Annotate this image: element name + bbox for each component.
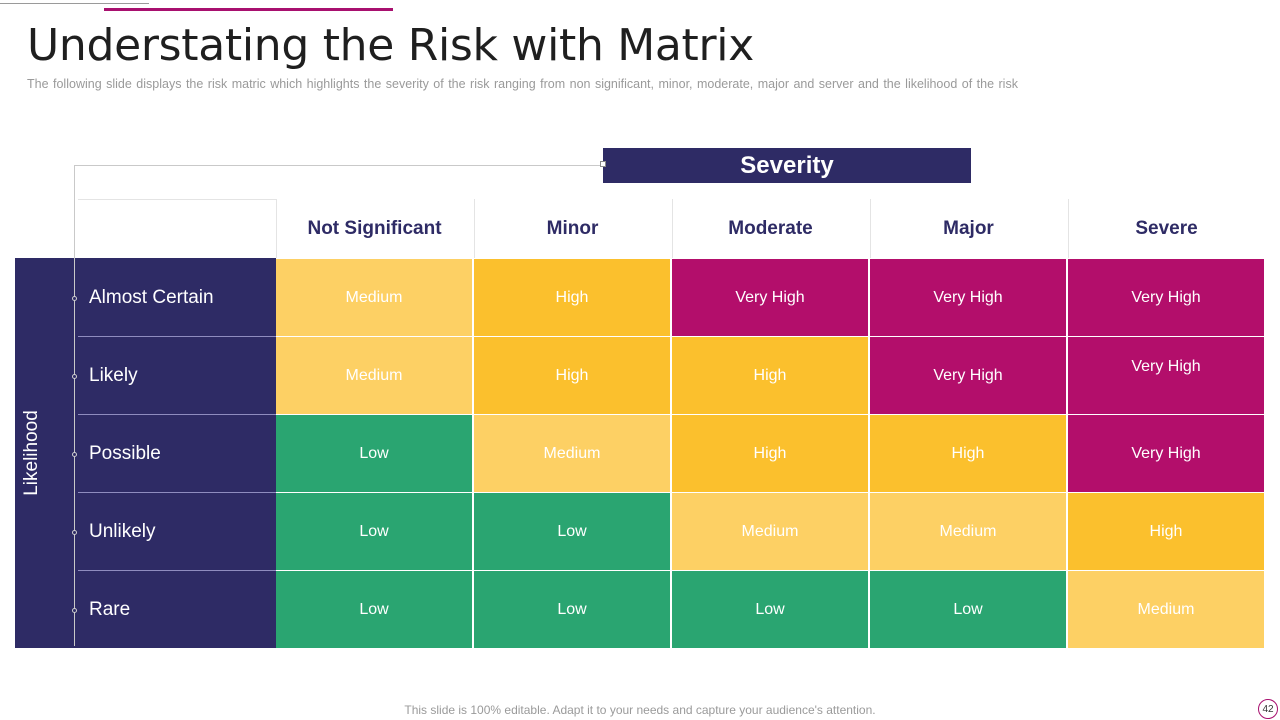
top-rule-gray (0, 3, 149, 4)
risk-cell: Very High (1068, 259, 1265, 337)
row-bullet-icon (72, 296, 77, 301)
risk-cell: Medium (474, 415, 671, 493)
risk-cell: High (870, 415, 1067, 493)
page-title: Understating the Risk with Matrix (27, 20, 754, 71)
risk-cell: High (474, 337, 671, 415)
likelihood-panel (15, 258, 276, 648)
row-bullet-icon (72, 452, 77, 457)
footer-note: This slide is 100% editable. Adapt it to… (404, 703, 876, 717)
risk-cell: Medium (1068, 571, 1265, 649)
risk-cell: Low (276, 493, 473, 571)
row-label-rare: Rare (89, 599, 131, 620)
risk-cell: Medium (276, 337, 473, 415)
risk-cell: Medium (276, 259, 473, 337)
page-subtitle: The following slide displays the risk ma… (27, 77, 1018, 91)
risk-cell: Low (474, 493, 671, 571)
risk-cell: Medium (870, 493, 1067, 571)
column-header-not-significant: Not Significant (276, 199, 472, 258)
page-number-badge: 42 (1258, 699, 1278, 719)
row-bullet-icon (72, 608, 77, 613)
risk-cell: Low (672, 571, 869, 649)
top-rule-accent (104, 8, 393, 11)
risk-cell: Very High (870, 259, 1067, 337)
row-label-unlikely: Unlikely (89, 521, 156, 542)
row-bullet-icon (72, 374, 77, 379)
risk-cell: High (474, 259, 671, 337)
risk-cell: Low (474, 571, 671, 649)
row-separator (78, 492, 276, 493)
severity-banner: Severity (603, 148, 971, 183)
likelihood-axis-label: Likelihood (21, 410, 42, 496)
column-header-minor: Minor (474, 199, 670, 258)
risk-cell: Low (870, 571, 1067, 649)
row-label-possible: Possible (89, 443, 161, 464)
column-header-moderate: Moderate (672, 199, 868, 258)
risk-cell: High (1068, 493, 1265, 571)
row-separator (78, 414, 276, 415)
column-header-severe: Severe (1068, 199, 1264, 258)
row-separator (78, 336, 276, 337)
row-bullet-icon (72, 530, 77, 535)
connector-line-horizontal (74, 165, 604, 166)
risk-cell: High (672, 415, 869, 493)
row-label-likely: Likely (89, 365, 138, 386)
connector-node (600, 161, 606, 167)
header-corner (78, 199, 276, 258)
risk-cell: Very High (870, 337, 1067, 415)
risk-cell: Very High (1068, 337, 1265, 415)
column-header-major: Major (870, 199, 1066, 258)
row-separator (78, 570, 276, 571)
risk-cell: High (672, 337, 869, 415)
risk-cell: Low (276, 415, 473, 493)
risk-cell: Very High (1068, 415, 1265, 493)
risk-cell: Very High (672, 259, 869, 337)
risk-cell: Low (276, 571, 473, 649)
risk-cell: Medium (672, 493, 869, 571)
row-label-almost-certain: Almost Certain (89, 287, 214, 308)
